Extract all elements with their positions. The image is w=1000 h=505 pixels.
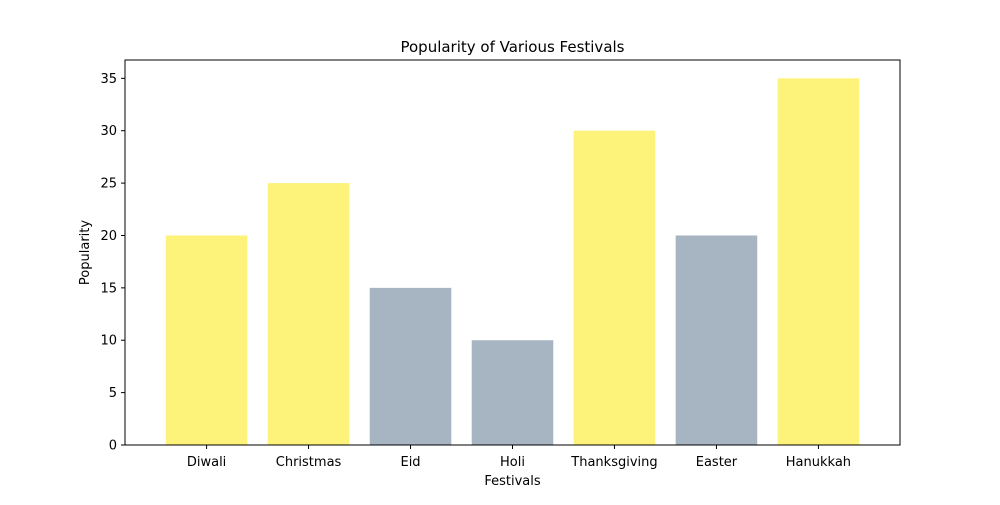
x-tick-label: Diwali — [187, 455, 226, 470]
x-tick-label: Easter — [696, 455, 738, 470]
x-tick-label: Eid — [400, 455, 420, 470]
x-axis: Diwali Christmas Eid Holi Thanksgiving Easter… — [187, 445, 851, 470]
bar-easter — [675, 235, 758, 445]
x-tick-label: Thanksgiving — [570, 455, 657, 470]
y-tick-label: 35 — [100, 72, 117, 87]
bar-hanukkah — [777, 78, 860, 445]
x-tick-label: Holi — [500, 455, 525, 470]
bar-diwali — [165, 235, 248, 445]
bar-christmas — [267, 183, 350, 445]
bar-eid — [369, 287, 452, 445]
y-tick-label: 15 — [100, 281, 117, 296]
chart-title: Popularity of Various Festivals — [400, 38, 624, 56]
x-axis-label: Festivals — [484, 474, 541, 489]
y-axis: 0 5 10 15 20 25 30 35 — [100, 72, 125, 454]
y-tick-label: 0 — [109, 439, 117, 454]
y-tick-label: 25 — [100, 177, 117, 192]
y-tick-label: 10 — [100, 334, 117, 349]
bar-thanksgiving — [573, 130, 656, 445]
y-axis-label: Popularity — [78, 220, 93, 285]
y-tick-label: 5 — [109, 386, 117, 401]
bars-group — [165, 78, 860, 445]
y-tick-label: 20 — [100, 229, 117, 244]
plot-frame — [124, 59, 901, 446]
x-tick-label: Christmas — [276, 455, 342, 470]
y-tick-label: 30 — [100, 124, 117, 139]
bar-holi — [471, 340, 554, 445]
x-tick-label: Hanukkah — [786, 455, 851, 470]
